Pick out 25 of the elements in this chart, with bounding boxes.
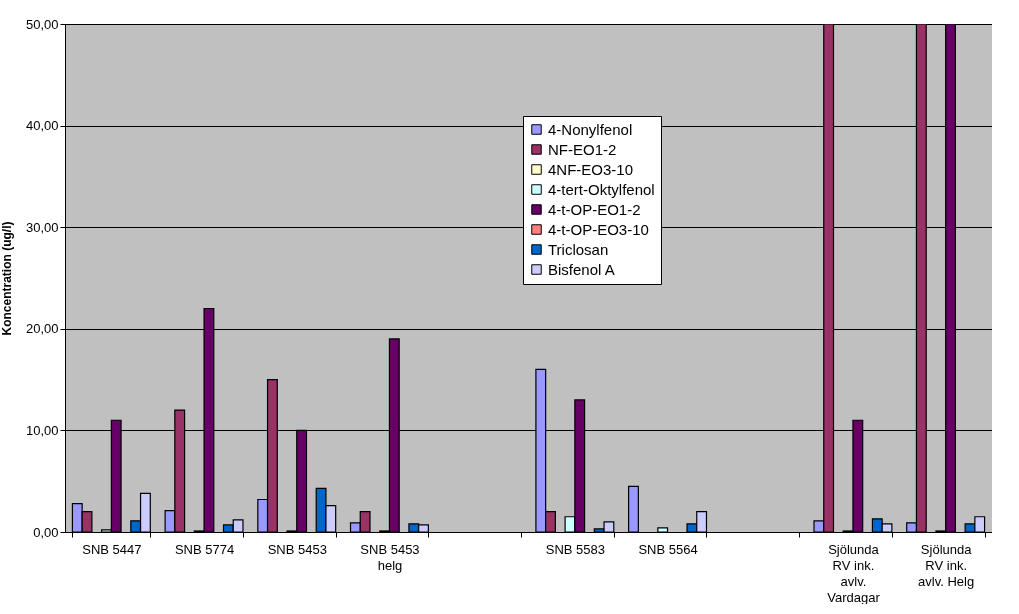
- y-axis-title: Koncentration (ug/l): [0, 221, 14, 336]
- x-tick-label: SNB 5453 helg: [360, 541, 420, 573]
- legend-label: 4NF-EO3-10: [548, 160, 634, 178]
- x-tick-label: SNB 5453: [267, 541, 327, 557]
- y-tick-label: 20,00: [25, 321, 59, 337]
- legend-label: NF-EO1-2: [548, 140, 617, 158]
- legend-label: 4-t-OP-EO1-2: [548, 200, 641, 218]
- legend-label: 4-Nonylfenol: [548, 120, 633, 138]
- y-tick-label: 10,00: [25, 422, 59, 438]
- legend-label: 4-tert-Oktylfenol: [548, 180, 655, 198]
- y-tick-label: 50,00: [25, 16, 59, 32]
- bar: [657, 527, 669, 532]
- x-tick-label: SNB 5564: [638, 541, 698, 557]
- y-tick-label: 30,00: [25, 219, 59, 235]
- y-tick-label: 40,00: [25, 118, 59, 134]
- x-tick-label: Sjölunda RV ink. avlv. Helg: [918, 541, 975, 589]
- y-tick-label: 0,00: [33, 524, 59, 540]
- x-tick-label: Sjölunda RV ink. avlv. Vardagar: [827, 541, 881, 605]
- x-tick-label: SNB 5583: [545, 541, 605, 557]
- bar: [628, 485, 639, 532]
- legend-label: Bisfenol A: [548, 260, 615, 278]
- x-tick-label: SNB 5447: [82, 541, 142, 557]
- x-tick-label: SNB 5774: [174, 541, 235, 557]
- legend-label: 4-t-OP-EO3-10: [548, 220, 649, 238]
- legend-label: Triclosan: [548, 240, 609, 258]
